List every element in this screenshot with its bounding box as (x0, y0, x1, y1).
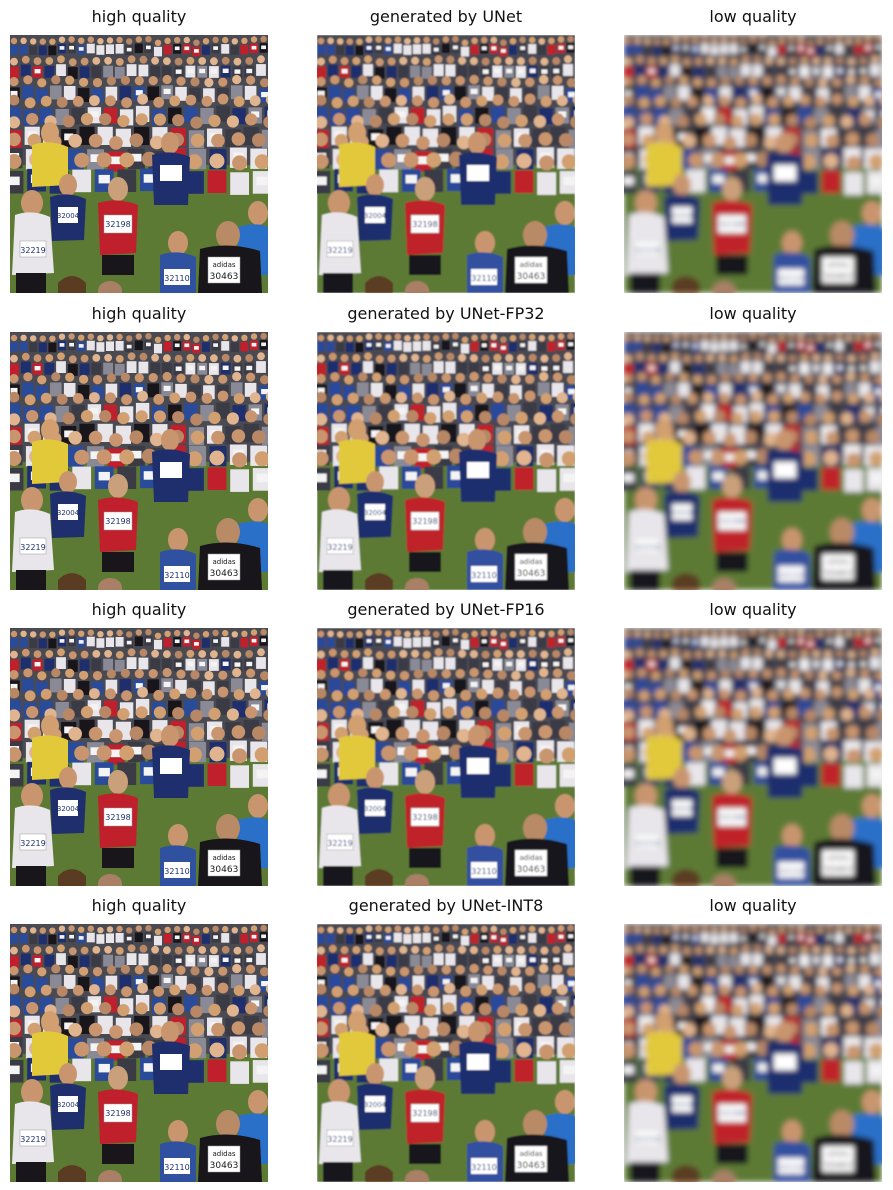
panel-title: low quality (709, 896, 797, 915)
crowd-of-runners-photo (317, 35, 575, 293)
panel-title: generated by UNet-FP16 (347, 600, 545, 619)
crowd-of-runners-photo (10, 332, 268, 590)
panel-title: low quality (709, 304, 797, 323)
crowd-of-runners-photo (10, 924, 268, 1182)
crowd-of-runners-photo (317, 924, 575, 1182)
crowd-of-runners-photo (624, 628, 882, 886)
crowd-of-runners-photo (624, 332, 882, 590)
crowd-of-runners-photo (10, 35, 268, 293)
panel-title: generated by UNet-INT8 (348, 896, 544, 915)
panel-title: high quality (91, 7, 187, 26)
panel-title: high quality (91, 600, 187, 619)
panel-title: generated by UNet (369, 7, 523, 26)
crowd-of-runners-photo (10, 628, 268, 886)
crowd-of-runners-photo (317, 628, 575, 886)
crowd-of-runners-photo (317, 332, 575, 590)
crowd-of-runners-photo (624, 35, 882, 293)
crowd-of-runners-photo (624, 924, 882, 1182)
panel-title: low quality (709, 600, 797, 619)
panel-title: generated by UNet-FP32 (347, 304, 545, 323)
panel-title: high quality (91, 896, 187, 915)
panel-title: high quality (91, 304, 187, 323)
panel-title: low quality (709, 7, 797, 26)
